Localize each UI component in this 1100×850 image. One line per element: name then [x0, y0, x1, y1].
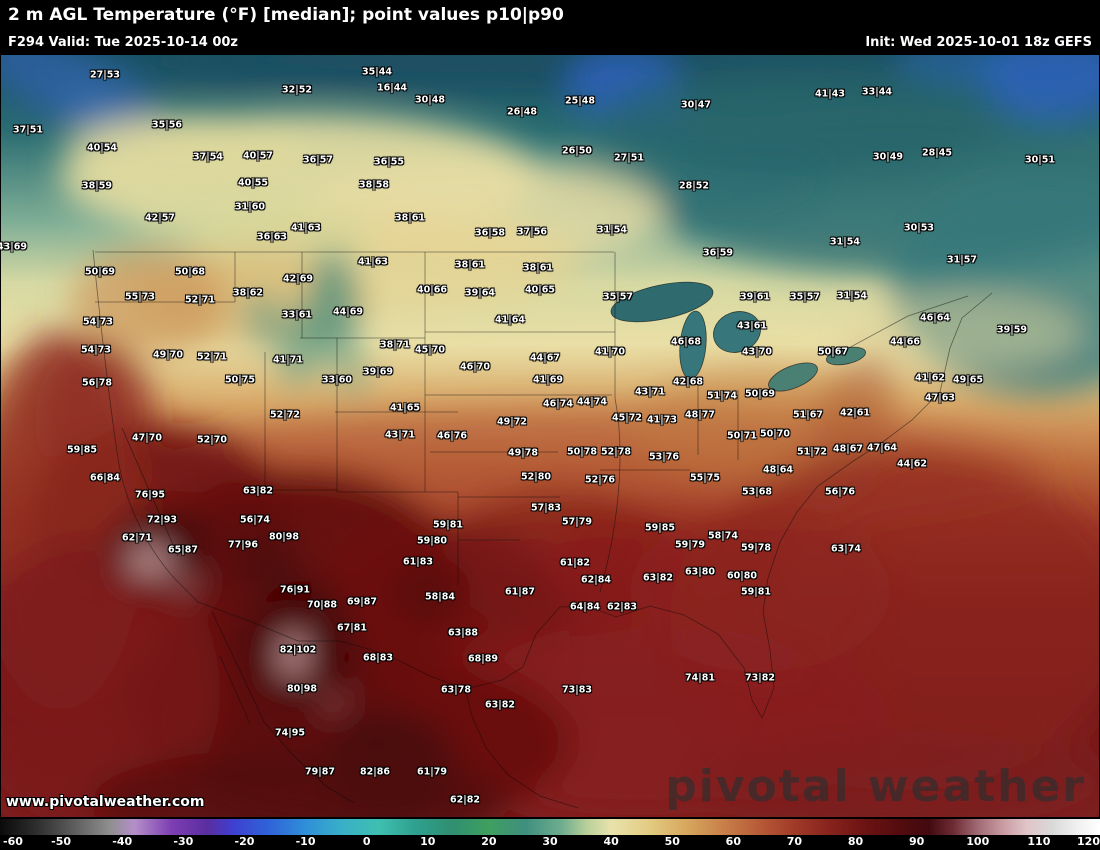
page-title: 2 m AGL Temperature (°F) [median]; point…	[8, 5, 564, 25]
colorbar-tick-label: -50	[51, 835, 72, 848]
colorbar-tick-label: 100	[966, 835, 990, 848]
colorbar-tick-label: 120	[1077, 835, 1100, 848]
temperature-field-blobs	[0, 30, 1100, 850]
colorbar-tick-label: 110	[1027, 835, 1051, 848]
brand-watermark: pivotal weather	[665, 761, 1086, 812]
colorbar-container: -60 -50 -40 -30 -20 -10 0 10 20 30 40 50 60 70 80 90 100…	[0, 818, 1100, 850]
colorbar-tick-label: 40	[603, 835, 619, 848]
colorbar-tick-label: 90	[909, 835, 925, 848]
init-time-label: Init: Wed 2025-10-01 18z GEFS	[865, 35, 1092, 50]
colorbar-tick-label: -10	[295, 835, 316, 848]
colorbar-tick-label: -30	[173, 835, 194, 848]
great-lakes	[610, 281, 867, 392]
colorbar-tick-label: 20	[481, 835, 497, 848]
valid-time-label: F294 Valid: Tue 2025-10-14 00z	[8, 35, 238, 50]
subtitle-bar: F294 Valid: Tue 2025-10-14 00z Init: Wed…	[0, 30, 1100, 55]
colorbar-tick-label: -40	[112, 835, 133, 848]
colorbar	[0, 818, 1100, 835]
colorbar-ticks: -60 -50 -40 -30 -20 -10 0 10 20 30 40 50 60 70 80 90 100…	[0, 834, 1100, 850]
colorbar-tick-label: 70	[786, 835, 803, 848]
colorbar-tick-label: 80	[847, 835, 864, 848]
title-bar: 2 m AGL Temperature (°F) [median]; point…	[0, 0, 1100, 30]
colorbar-tick-label: 60	[725, 835, 741, 848]
colorbar-tick-label: 30	[542, 835, 558, 848]
colorbar-tick-label: 50	[664, 835, 680, 848]
colorbar-tick-label: 0	[362, 835, 371, 848]
site-url-watermark: www.pivotalweather.com	[6, 794, 205, 810]
political-borders	[92, 249, 993, 809]
colorbar-tick-label: -60	[3, 835, 23, 848]
colorbar-tick-label: -20	[234, 835, 255, 848]
colorbar-tick-label: 10	[420, 835, 436, 848]
